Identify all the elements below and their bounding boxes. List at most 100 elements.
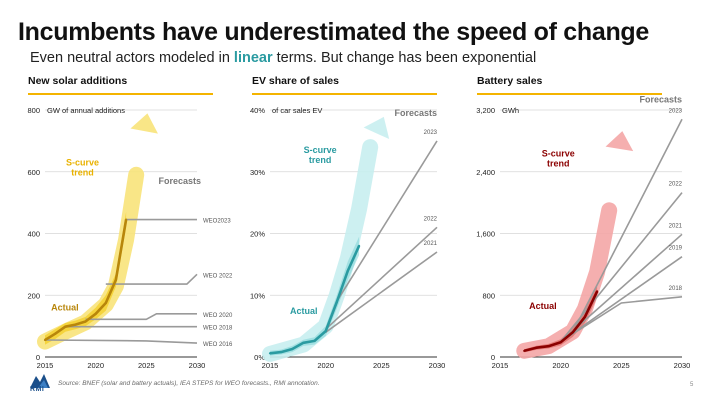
ev-actual-point [324, 329, 327, 333]
ev-x-tick-label: 2025 [373, 361, 390, 370]
logo-text: RMI [30, 386, 45, 393]
ev-scurve-label-line2: trend [309, 155, 332, 165]
ev-forecasts-label: Forecasts [394, 108, 437, 118]
battery-scurve-arrowhead [605, 131, 634, 152]
solar-y-tick-label: 400 [27, 230, 40, 239]
subtitle-highlight: linear [233, 50, 273, 66]
subtitle-text-pre: Even neutral actors modeled in [30, 50, 234, 66]
battery-x-tick-label: 2030 [674, 361, 691, 370]
solar-x-tick-label: 2020 [87, 361, 104, 370]
ev-forecast-line [336, 140, 438, 302]
battery-forecast-line [560, 256, 683, 343]
ev-actual-point [335, 300, 338, 304]
ev-actual-point [291, 347, 294, 351]
solar-x-tick-label: 2030 [189, 361, 206, 370]
ev-y-tick-label: 30% [250, 168, 265, 177]
panel-rule-solar [28, 93, 213, 95]
ev-forecast-label: 2021 [424, 241, 438, 247]
panel-title-solar: New solar additions [28, 75, 128, 87]
battery-actual-point [523, 349, 526, 352]
rmi-logo-icon [30, 374, 50, 388]
battery-forecast-line [572, 118, 683, 333]
battery-x-tick-label: 2015 [492, 361, 509, 370]
ev-forecast-line [325, 251, 438, 333]
battery-actual-point [571, 331, 574, 334]
battery-actual-point [547, 345, 550, 348]
solar-y-tick-label: 800 [27, 106, 40, 115]
subtitle-text-post: terms. But change has been exponential [272, 50, 537, 66]
solar-forecasts-label: Forecasts [158, 176, 201, 186]
ev-y-tick-label: 0% [254, 353, 265, 362]
ev-x-tick-label: 2020 [317, 361, 334, 370]
solar-y-tick-label: 200 [27, 291, 40, 300]
ev-y-tick-label: 10% [250, 291, 265, 300]
ev-y-tick-label: 40% [250, 106, 265, 115]
solar-forecast-label: WEO 2020 [203, 313, 233, 319]
solar-actual-point [114, 278, 118, 281]
battery-actual-point [559, 341, 562, 344]
solar-actual-point [54, 332, 57, 335]
battery-forecast-label: 2018 [669, 286, 683, 292]
solar-actual-point [84, 320, 87, 323]
solar-actual-point [104, 301, 107, 305]
solar-actual-label: Actual [51, 303, 79, 313]
solar-x-tick-label: 2025 [138, 361, 155, 370]
battery-y-tick-label: 0 [491, 353, 495, 362]
ev-actual-label: Actual [290, 306, 318, 316]
solar-actual-band [45, 211, 127, 345]
ev-forecast-line [325, 226, 438, 330]
battery-forecast-line [560, 192, 683, 343]
battery-forecast-label: 2022 [669, 182, 683, 188]
solar-forecast-line [44, 339, 198, 344]
ev-actual-point [357, 244, 361, 247]
panel-rule-battery [477, 93, 662, 95]
ev-forecast-label: 2022 [424, 216, 438, 222]
solar-actual-point [124, 218, 128, 221]
battery-actual-point [535, 346, 538, 349]
solar-forecast-label: WEO 2022 [203, 273, 233, 279]
battery-scurve-label-line2: trend [547, 158, 570, 168]
solar-y-tick-label: 0 [36, 353, 40, 362]
slide-title: Incumbents have underestimated the speed… [18, 18, 649, 46]
solar-actual-point [94, 312, 97, 315]
ev-scurve-arrowhead [363, 116, 390, 140]
ev-actual-point [346, 269, 350, 272]
panel-title-ev: EV share of sales [252, 75, 339, 87]
ev-actual-point [280, 350, 283, 354]
ev-unit-label: of car sales EV [272, 106, 322, 115]
battery-forecast-label: 2023 [669, 108, 683, 114]
solar-forecast-label: WEO 2018 [203, 326, 233, 332]
solar-scurve-label-line2: trend [71, 168, 94, 178]
ev-scurve-label-line1: S-curve [304, 145, 337, 155]
ev-x-tick-label: 2015 [262, 361, 279, 370]
solar-scurve-arrowhead [130, 113, 158, 134]
battery-x-tick-label: 2025 [613, 361, 630, 370]
solar-actual-point [74, 323, 77, 326]
battery-scurve-label-line1: S-curve [542, 148, 575, 158]
solar-y-tick-label: 600 [27, 168, 40, 177]
battery-actual-point [595, 290, 599, 293]
solar-actual-point [64, 325, 67, 328]
solar-forecast-label: WEO 2016 [203, 342, 233, 348]
solar-forecast-line [85, 312, 197, 321]
battery-forecast-line [560, 296, 683, 343]
battery-actual-label: Actual [529, 301, 557, 311]
battery-actual-point [583, 315, 587, 318]
battery-x-tick-label: 2020 [552, 361, 569, 370]
solar-forecast-line [105, 273, 198, 285]
ev-actual-point [268, 352, 272, 355]
battery-unit-label: GWh [502, 106, 519, 115]
battery-y-tick-label: 800 [482, 291, 495, 300]
battery-forecast-label: 2021 [669, 223, 683, 229]
solar-forecast-label: WEO2023 [203, 219, 231, 225]
panel-title-battery: Battery sales [477, 75, 543, 87]
ev-x-tick-label: 2030 [429, 361, 446, 370]
ev-actual-point [313, 339, 316, 343]
battery-y-tick-label: 2,400 [476, 168, 495, 177]
page-number: 5 [690, 382, 694, 388]
ev-y-tick-label: 20% [250, 230, 265, 239]
panel-rule-ev [252, 93, 437, 95]
ev-actual-point [302, 341, 305, 344]
battery-forecasts-label: Forecasts [639, 94, 682, 104]
